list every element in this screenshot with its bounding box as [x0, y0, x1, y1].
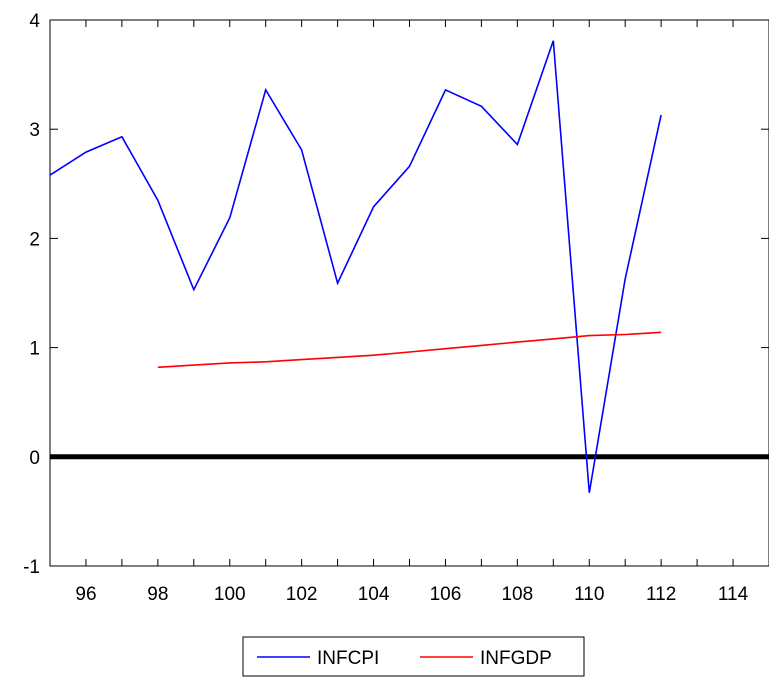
- y-tick-label-5: 4: [29, 11, 40, 32]
- y-tick-label-2: 1: [29, 339, 40, 360]
- legend-label-infcpi: INFCPI: [317, 648, 379, 669]
- y-tick-label-1: 0: [29, 448, 40, 469]
- x-axis: 96 98 100 102 104 106 108 110 112 114: [49, 20, 769, 605]
- legend-label-infgdp: INFGDP: [480, 648, 552, 669]
- x-tick-label-3: 102: [286, 584, 318, 605]
- x-tick-label-2: 100: [214, 584, 246, 605]
- x-tick-label-5: 106: [430, 584, 462, 605]
- x-tick-label-7: 110: [574, 584, 604, 605]
- series-line-infgdp: [157, 331, 662, 369]
- x-tick-label-4: 104: [358, 584, 390, 605]
- x-tick-label-6: 108: [501, 584, 533, 605]
- series-line-infcpi: [49, 40, 662, 493]
- series-layer: [49, 40, 662, 493]
- x-tick-label-0: 96: [75, 584, 96, 605]
- y-tick-label-4: 3: [29, 120, 40, 141]
- x-tick-label-1: 98: [147, 584, 168, 605]
- x-tick-label-9: 114: [718, 584, 749, 605]
- y-axis: -1 0 1 2 3 4: [23, 11, 769, 578]
- x-tick-label-8: 112: [646, 584, 676, 605]
- plot-frame: [49, 19, 769, 567]
- y-tick-label-3: 2: [29, 229, 40, 250]
- legend: INFCPI INFGDP: [242, 636, 585, 677]
- y-tick-label-0: -1: [23, 557, 40, 578]
